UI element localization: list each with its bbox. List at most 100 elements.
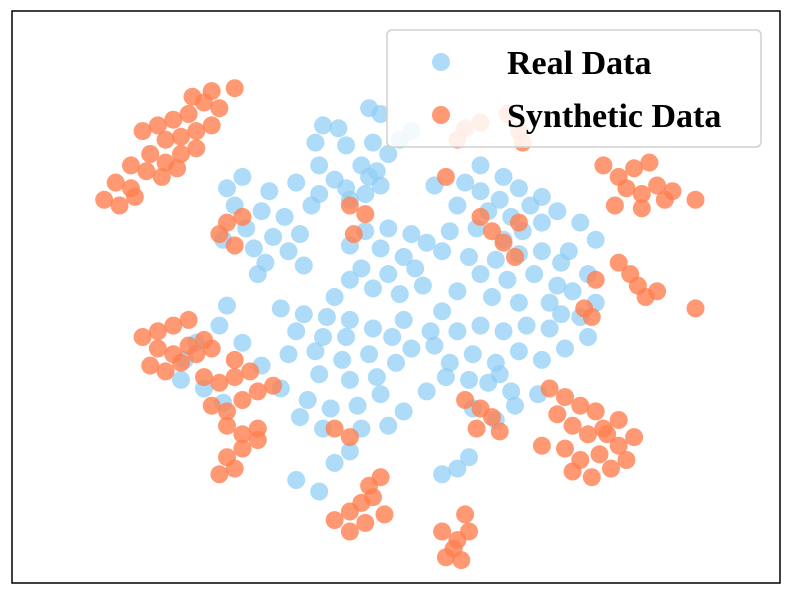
synthetic-data-point-18 bbox=[95, 190, 114, 209]
real-data-point-18 bbox=[360, 167, 379, 186]
synthetic-data-point-74 bbox=[506, 248, 524, 266]
real-data-point-31 bbox=[291, 225, 309, 244]
real-data-point-151 bbox=[218, 296, 236, 315]
real-data-point-87 bbox=[494, 167, 513, 186]
synthetic-data-point-71 bbox=[471, 207, 490, 226]
real-data-point-5 bbox=[337, 136, 356, 155]
real-data-point-120 bbox=[532, 350, 551, 369]
real-data-point-44 bbox=[417, 233, 436, 252]
real-data-point-95 bbox=[337, 328, 356, 346]
synthetic-data-point-15 bbox=[168, 159, 187, 178]
synthetic-data-point-58 bbox=[248, 431, 267, 449]
real-data-point-102 bbox=[394, 310, 413, 329]
real-data-point-10 bbox=[310, 156, 329, 175]
real-data-point-111 bbox=[448, 322, 467, 341]
synthetic-data-point-73 bbox=[494, 233, 513, 252]
synthetic-data-point-94 bbox=[586, 270, 605, 289]
real-data-point-155 bbox=[172, 370, 190, 389]
synthetic-data-point-12 bbox=[122, 156, 140, 175]
synthetic-data-point-110 bbox=[579, 425, 597, 444]
real-data-point-149 bbox=[448, 459, 467, 478]
synthetic-data-point-50 bbox=[233, 391, 252, 409]
synthetic-data-point-54 bbox=[233, 425, 252, 444]
real-data-point-124 bbox=[502, 382, 521, 401]
real-data-point-91 bbox=[317, 308, 336, 326]
synthetic-data-point-113 bbox=[532, 436, 551, 455]
real-data-point-90 bbox=[294, 305, 313, 324]
real-data-point-57 bbox=[448, 196, 467, 215]
synthetic-data-point-14 bbox=[152, 167, 171, 186]
real-data-point-158 bbox=[287, 471, 306, 489]
synthetic-data-point-84 bbox=[605, 196, 624, 215]
legend-marker-synthetic bbox=[432, 106, 450, 124]
real-data-point-93 bbox=[287, 322, 306, 341]
real-data-point-121 bbox=[556, 339, 574, 358]
synthetic-data-point-53 bbox=[218, 416, 236, 435]
synthetic-data-point-122 bbox=[617, 451, 636, 469]
real-data-point-3 bbox=[329, 119, 348, 138]
synthetic-data-point-20 bbox=[125, 187, 144, 206]
real-data-point-148 bbox=[433, 465, 452, 484]
synthetic-data-point-82 bbox=[648, 176, 667, 195]
synthetic-data-point-8 bbox=[141, 145, 160, 163]
real-data-point-100 bbox=[360, 345, 379, 364]
synthetic-data-point-81 bbox=[632, 185, 651, 203]
real-data-point-53 bbox=[456, 173, 475, 192]
real-data-point-68 bbox=[486, 250, 505, 269]
real-data-point-89 bbox=[271, 299, 290, 318]
real-data-point-61 bbox=[440, 222, 459, 241]
real-data-point-110 bbox=[425, 336, 444, 355]
synthetic-data-point-75 bbox=[509, 213, 528, 232]
real-data-point-78 bbox=[509, 293, 528, 312]
real-data-point-107 bbox=[402, 339, 421, 358]
synthetic-data-point-51 bbox=[248, 382, 267, 401]
real-data-point-9 bbox=[379, 145, 398, 163]
synthetic-data-point-29 bbox=[225, 236, 244, 255]
synthetic-data-point-7 bbox=[202, 116, 221, 135]
synthetic-data-point-5 bbox=[172, 127, 190, 146]
real-data-point-160 bbox=[325, 453, 344, 472]
synthetic-data-point-79 bbox=[640, 153, 659, 172]
synthetic-data-point-46 bbox=[225, 368, 244, 387]
real-data-point-85 bbox=[548, 202, 567, 221]
synthetic-data-point-23 bbox=[183, 87, 202, 106]
real-data-point-43 bbox=[394, 248, 413, 266]
real-data-point-122 bbox=[579, 328, 597, 346]
real-data-point-152 bbox=[210, 316, 229, 335]
real-data-point-135 bbox=[321, 399, 340, 418]
synthetic-data-point-93 bbox=[686, 299, 705, 318]
synthetic-data-point-19 bbox=[110, 196, 129, 215]
synthetic-data-point-112 bbox=[609, 411, 628, 429]
real-data-point-115 bbox=[540, 319, 559, 338]
synthetic-data-point-118 bbox=[625, 428, 644, 447]
real-data-point-54 bbox=[471, 182, 490, 201]
synthetic-data-point-59 bbox=[210, 465, 229, 484]
real-data-point-21 bbox=[218, 179, 236, 198]
real-data-point-76 bbox=[448, 282, 467, 301]
synthetic-data-point-27 bbox=[233, 207, 252, 226]
real-data-point-73 bbox=[498, 270, 517, 289]
synthetic-data-point-2 bbox=[164, 110, 183, 129]
synthetic-data-point-38 bbox=[141, 356, 160, 375]
real-data-point-159 bbox=[310, 482, 329, 501]
real-data-point-116 bbox=[440, 353, 459, 372]
synthetic-data-point-45 bbox=[210, 373, 229, 392]
synthetic-data-point-120 bbox=[582, 468, 601, 487]
real-data-point-106 bbox=[387, 353, 405, 372]
real-data-point-138 bbox=[394, 402, 413, 421]
real-data-point-114 bbox=[517, 316, 536, 335]
real-data-point-30 bbox=[264, 227, 283, 246]
real-data-point-49 bbox=[390, 285, 409, 304]
real-data-point-109 bbox=[433, 302, 452, 321]
synthetic-data-point-34 bbox=[148, 339, 167, 358]
legend-label-real: Real Data bbox=[507, 45, 651, 82]
real-data-point-27 bbox=[275, 207, 294, 226]
synthetic-data-point-72 bbox=[483, 222, 501, 241]
synthetic-data-point-139 bbox=[456, 505, 475, 524]
real-data-point-23 bbox=[287, 173, 306, 192]
synthetic-data-point-96 bbox=[582, 308, 601, 326]
synthetic-data-point-108 bbox=[548, 405, 567, 424]
synthetic-data-point-92 bbox=[648, 282, 667, 301]
legend: Real Data Synthetic Data bbox=[386, 29, 762, 148]
synthetic-data-point-106 bbox=[571, 396, 590, 415]
